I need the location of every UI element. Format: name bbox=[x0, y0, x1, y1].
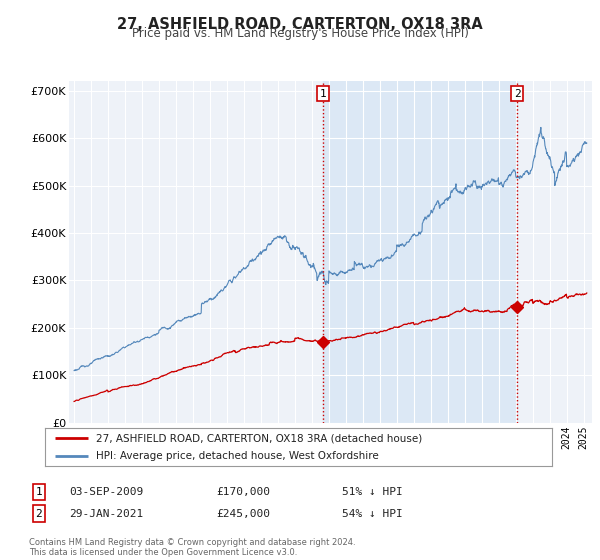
Text: 27, ASHFIELD ROAD, CARTERTON, OX18 3RA (detached house): 27, ASHFIELD ROAD, CARTERTON, OX18 3RA (… bbox=[96, 433, 422, 443]
Text: 51% ↓ HPI: 51% ↓ HPI bbox=[342, 487, 403, 497]
Text: 29-JAN-2021: 29-JAN-2021 bbox=[69, 508, 143, 519]
Bar bbox=[323, 81, 517, 423]
Text: Price paid vs. HM Land Registry's House Price Index (HPI): Price paid vs. HM Land Registry's House … bbox=[131, 27, 469, 40]
Text: 03-SEP-2009: 03-SEP-2009 bbox=[69, 487, 143, 497]
Text: 2: 2 bbox=[35, 508, 43, 519]
Text: £170,000: £170,000 bbox=[216, 487, 270, 497]
Text: 27, ASHFIELD ROAD, CARTERTON, OX18 3RA: 27, ASHFIELD ROAD, CARTERTON, OX18 3RA bbox=[117, 17, 483, 32]
Text: 1: 1 bbox=[320, 88, 326, 99]
Text: HPI: Average price, detached house, West Oxfordshire: HPI: Average price, detached house, West… bbox=[96, 451, 379, 461]
Text: 2: 2 bbox=[514, 88, 520, 99]
Text: 1: 1 bbox=[35, 487, 43, 497]
Text: Contains HM Land Registry data © Crown copyright and database right 2024.
This d: Contains HM Land Registry data © Crown c… bbox=[29, 538, 355, 557]
Text: 54% ↓ HPI: 54% ↓ HPI bbox=[342, 508, 403, 519]
Text: £245,000: £245,000 bbox=[216, 508, 270, 519]
